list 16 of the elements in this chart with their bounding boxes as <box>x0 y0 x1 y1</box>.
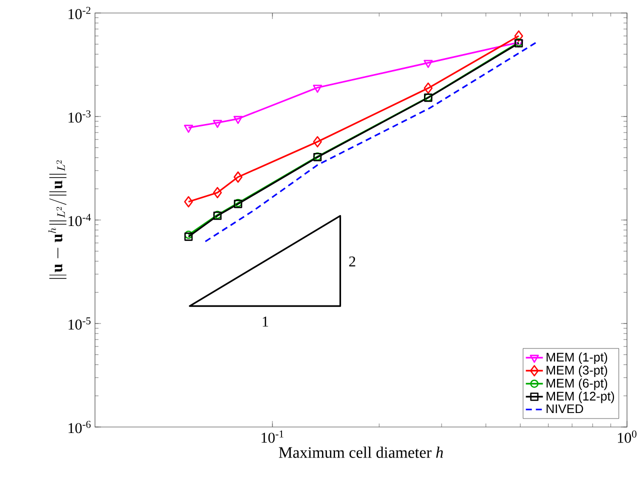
legend-label: MEM (1-pt) <box>546 352 608 364</box>
legend-label: MEM (12-pt) <box>546 391 614 404</box>
y-axis-title: $\|\mathbf{u}-\mathbf{u}^h\|_{L^2}/\|\mathbf{u}\|_{L^2}$ <box>48 160 66 279</box>
x-tick-label: 10$^{0}$ <box>618 430 636 443</box>
y-tick-label: 10$^{-4}$ <box>68 214 91 226</box>
legend-label: MEM (6-pt) <box>546 378 608 390</box>
y-tick-label: 10$^{-3}$ <box>68 110 91 123</box>
legend-label: MEM (3-pt) <box>546 365 608 378</box>
x-axis-title: Maximum cell diameter h <box>278 446 443 458</box>
annotation: 1 <box>262 316 268 327</box>
x-tick-label: 10$^{-1}$ <box>262 430 284 443</box>
y-tick-label: 10$^{-6}$ <box>68 420 91 434</box>
y-tick-label: 10$^{-2}$ <box>68 6 90 20</box>
legend-label: NIVED <box>546 404 584 414</box>
y-tick-label: 10$^{-5}$ <box>68 317 91 330</box>
annotation: 2 <box>349 256 356 266</box>
